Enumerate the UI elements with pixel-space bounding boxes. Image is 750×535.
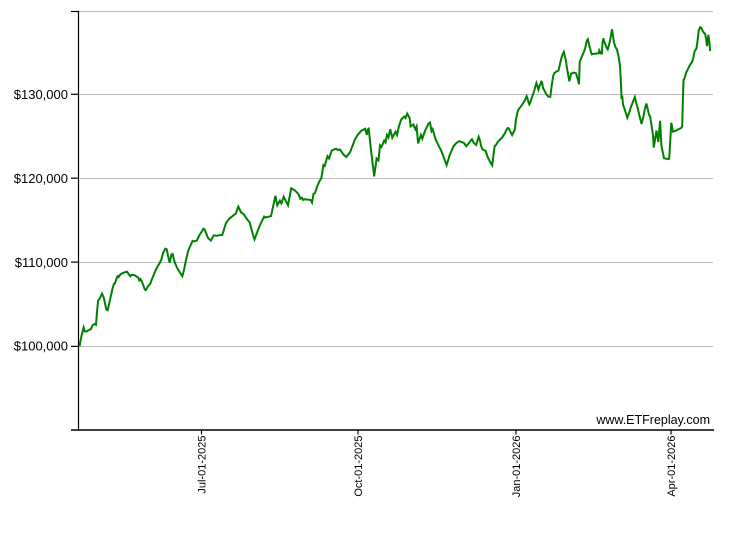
svg-text:Jan-01-2026: Jan-01-2026 [511, 436, 523, 498]
svg-text:$110,000: $110,000 [15, 255, 68, 270]
svg-text:$130,000: $130,000 [14, 87, 68, 102]
svg-text:Jul-01-2025: Jul-01-2025 [197, 436, 209, 494]
svg-text:$120,000: $120,000 [14, 171, 68, 186]
svg-text:$100,000: $100,000 [14, 339, 68, 354]
svg-text:Oct-01-2025: Oct-01-2025 [353, 436, 365, 497]
svg-text:Apr-01-2026: Apr-01-2026 [666, 436, 678, 497]
svg-text:www.ETFreplay.com: www.ETFreplay.com [595, 413, 710, 427]
